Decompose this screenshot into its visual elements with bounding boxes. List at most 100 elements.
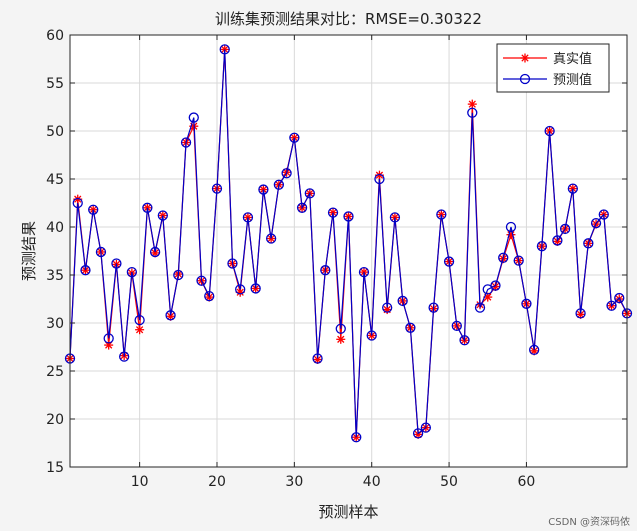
y-tick-label: 15 bbox=[46, 460, 64, 476]
data-point-predicted bbox=[544, 125, 555, 137]
data-point-predicted bbox=[211, 183, 223, 194]
data-point-predicted bbox=[412, 428, 424, 439]
data-point-predicted bbox=[72, 197, 83, 209]
y-tick-label: 20 bbox=[46, 412, 64, 428]
y-tick-label: 35 bbox=[46, 268, 64, 284]
plot-area bbox=[70, 35, 627, 467]
watermark-text: CSDN @资深码侬 bbox=[548, 516, 630, 528]
data-point-predicted bbox=[296, 202, 308, 213]
data-point-predicted bbox=[119, 351, 130, 362]
tick-marks bbox=[70, 34, 627, 468]
data-point-predicted bbox=[474, 302, 486, 313]
data-point-predicted bbox=[335, 323, 346, 334]
series-layer bbox=[64, 44, 633, 443]
data-point-predicted bbox=[567, 183, 578, 194]
data-point-predicted bbox=[258, 184, 269, 195]
legend-entry-predicted: 预测值 bbox=[503, 72, 592, 88]
x-axis-label: 预测样本 bbox=[318, 503, 378, 521]
data-point-predicted bbox=[575, 308, 586, 319]
data-point-predicted bbox=[196, 275, 207, 286]
data-point-predicted bbox=[397, 295, 408, 307]
data-point-predicted bbox=[490, 280, 501, 291]
data-point-predicted bbox=[583, 238, 594, 249]
data-point-predicted bbox=[559, 223, 571, 235]
chart-title: 训练集预测结果对比：RMSE=0.30322 bbox=[215, 10, 482, 28]
data-point-predicted bbox=[366, 330, 377, 341]
data-point-predicted bbox=[289, 132, 300, 143]
data-point-predicted bbox=[343, 211, 354, 222]
y-tick-label: 40 bbox=[46, 220, 64, 236]
data-point-predicted bbox=[443, 256, 455, 267]
data-point-predicted bbox=[219, 44, 230, 55]
data-point-predicted bbox=[552, 235, 563, 246]
legend-entry-actual: 真实值 bbox=[503, 51, 592, 67]
data-point-actual bbox=[336, 334, 346, 344]
data-point-predicted bbox=[304, 188, 315, 199]
data-point-predicted bbox=[111, 258, 122, 269]
y-tick-label: 55 bbox=[46, 76, 64, 92]
data-point-predicted bbox=[529, 344, 540, 356]
data-point-predicted bbox=[351, 432, 362, 443]
data-point-predicted bbox=[459, 335, 470, 346]
data-point-predicted bbox=[80, 265, 91, 276]
data-point-predicted bbox=[598, 209, 609, 220]
data-point-predicted bbox=[242, 212, 254, 223]
data-point-predicted bbox=[436, 209, 447, 220]
x-tick-label: 60 bbox=[518, 474, 536, 490]
data-point-predicted bbox=[281, 168, 292, 179]
data-point-predicted bbox=[467, 107, 478, 118]
data-point-predicted bbox=[157, 210, 168, 221]
data-point-predicted bbox=[320, 265, 331, 276]
data-point-predicted bbox=[134, 314, 145, 326]
data-point-actual bbox=[135, 325, 145, 335]
data-point-predicted bbox=[614, 292, 625, 304]
data-point-predicted bbox=[265, 233, 277, 244]
data-point-predicted bbox=[451, 320, 462, 332]
data-point-predicted bbox=[188, 112, 199, 123]
legend-marker-actual bbox=[520, 53, 530, 63]
data-point-predicted bbox=[428, 302, 439, 313]
x-tick-label: 10 bbox=[131, 474, 149, 490]
data-point-predicted bbox=[374, 173, 385, 185]
y-tick-label: 45 bbox=[46, 172, 64, 188]
data-point-predicted bbox=[142, 202, 153, 213]
series-line-predicted bbox=[69, 49, 628, 438]
plot-frame bbox=[69, 34, 628, 468]
y-tick-label: 50 bbox=[46, 124, 64, 140]
data-point-predicted bbox=[498, 252, 509, 263]
data-point-predicted bbox=[505, 221, 517, 233]
x-tick-label: 20 bbox=[208, 474, 226, 490]
data-point-predicted bbox=[382, 302, 393, 313]
data-point-predicted bbox=[273, 179, 285, 190]
x-tick-label: 30 bbox=[285, 474, 303, 490]
data-point-predicted bbox=[405, 322, 416, 333]
data-point-predicted bbox=[606, 300, 617, 311]
data-point-predicted bbox=[173, 269, 184, 281]
data-point-predicted bbox=[235, 284, 246, 295]
data-point-predicted bbox=[358, 266, 370, 278]
data-point-predicted bbox=[389, 212, 401, 223]
data-point-predicted bbox=[126, 266, 138, 278]
data-point-actual bbox=[467, 99, 477, 109]
data-point-predicted bbox=[149, 246, 161, 258]
x-tick-label: 50 bbox=[440, 474, 458, 490]
data-point-predicted bbox=[227, 258, 238, 269]
data-point-predicted bbox=[521, 298, 532, 309]
data-point-predicted bbox=[513, 255, 524, 266]
data-point-predicted bbox=[180, 137, 192, 148]
data-point-predicted bbox=[165, 310, 176, 321]
data-point-predicted bbox=[250, 283, 261, 294]
data-point-predicted bbox=[95, 246, 107, 258]
y-tick-label: 30 bbox=[46, 316, 64, 332]
y-tick-label: 60 bbox=[46, 28, 64, 44]
x-tick-label: 40 bbox=[363, 474, 381, 490]
y-axis-label: 预测结果 bbox=[20, 221, 38, 281]
tick-labels: 10 20 30 40 50 60 15 20 25 30 35 40 45 50 55 60 bbox=[46, 28, 535, 490]
data-point-predicted bbox=[204, 290, 215, 302]
legend-label-predicted: 预测值 bbox=[553, 72, 592, 88]
legend-marker-predicted bbox=[519, 73, 531, 85]
data-point-predicted bbox=[536, 241, 548, 252]
data-point-predicted bbox=[88, 204, 99, 215]
